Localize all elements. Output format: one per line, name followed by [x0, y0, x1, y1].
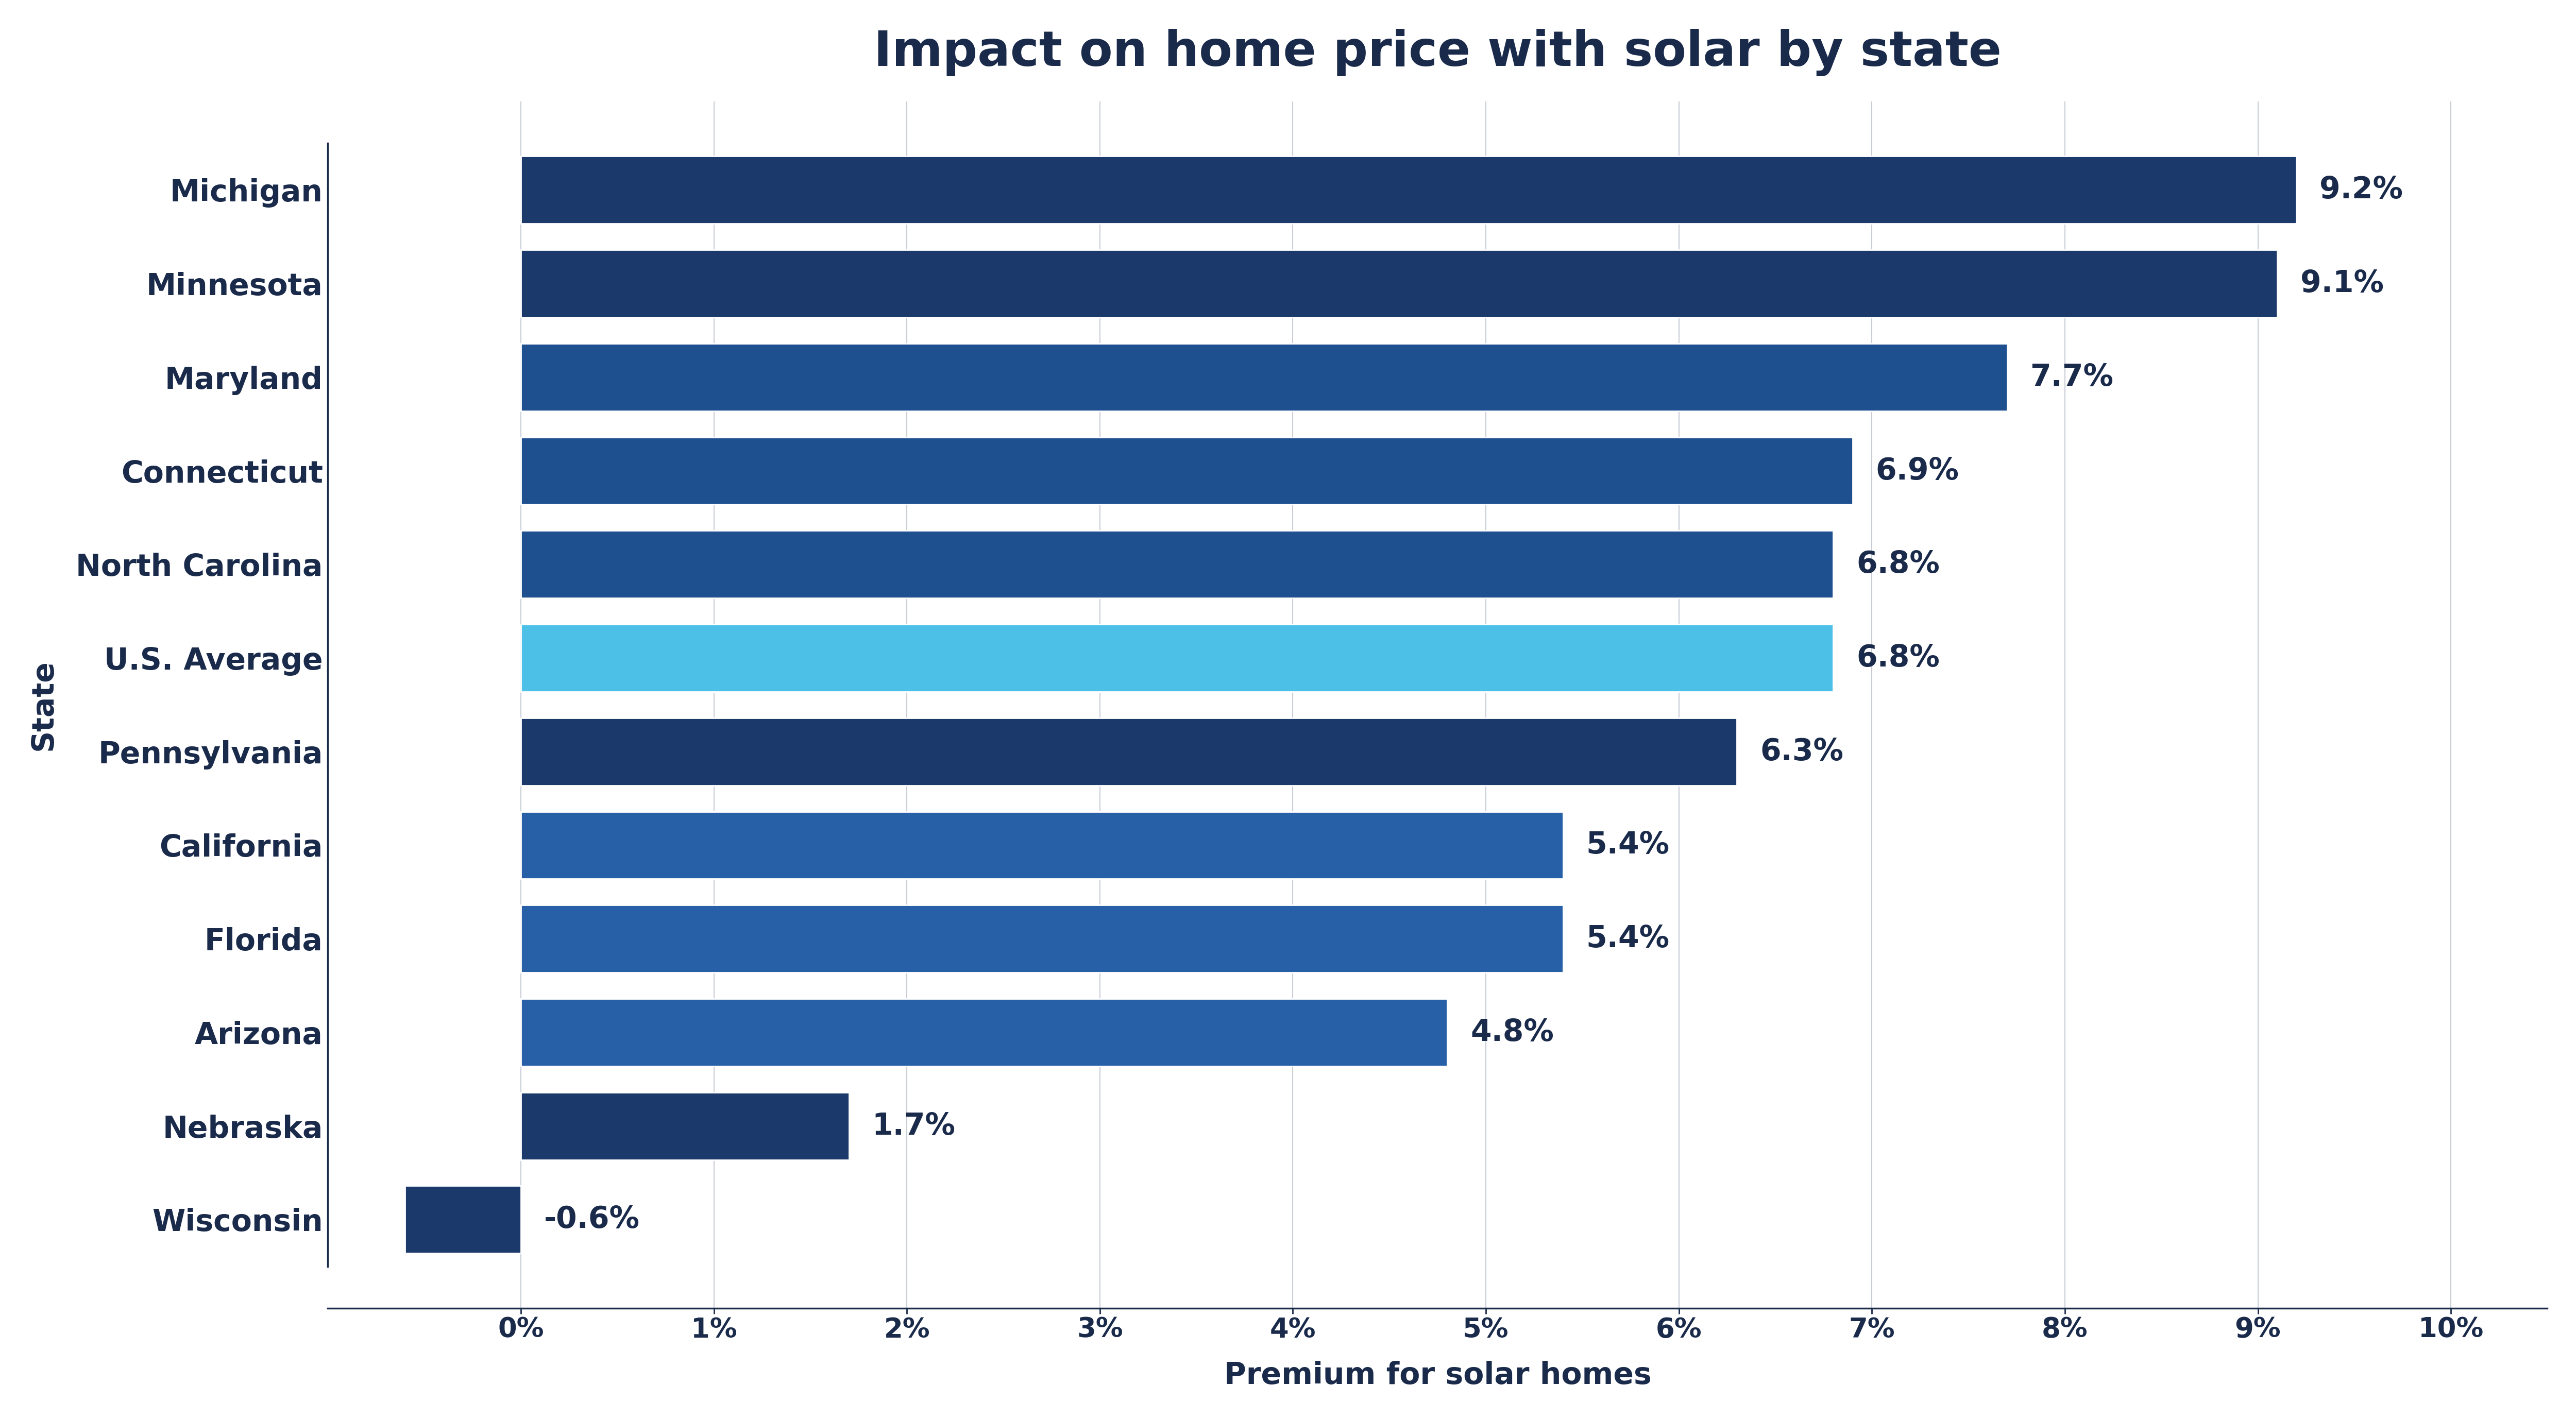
Bar: [520, 156, 2295, 224]
Bar: [404, 1186, 520, 1253]
Text: 7.7%: 7.7%: [2030, 362, 2112, 392]
Text: 1.7%: 1.7%: [873, 1111, 956, 1141]
Bar: [520, 812, 1564, 878]
Bar: [520, 905, 1564, 972]
Bar: [520, 531, 1834, 597]
Text: -0.6%: -0.6%: [544, 1205, 639, 1235]
Bar: [520, 624, 1834, 691]
Bar: [520, 718, 1736, 785]
Bar: [520, 1093, 850, 1159]
Bar: [520, 250, 2277, 318]
Bar: [520, 437, 1852, 505]
Text: 9.1%: 9.1%: [2300, 270, 2383, 298]
Text: 4.8%: 4.8%: [1471, 1017, 1553, 1047]
X-axis label: Premium for solar homes: Premium for solar homes: [1224, 1361, 1651, 1391]
Text: 5.4%: 5.4%: [1587, 830, 1669, 860]
Text: 5.4%: 5.4%: [1587, 924, 1669, 954]
Text: 9.2%: 9.2%: [2318, 176, 2403, 204]
Text: 6.9%: 6.9%: [1875, 455, 1960, 485]
Bar: [520, 343, 2007, 412]
Text: 6.3%: 6.3%: [1759, 736, 1844, 766]
Title: Impact on home price with solar by state: Impact on home price with solar by state: [873, 28, 2002, 77]
Y-axis label: State: State: [28, 660, 59, 751]
Text: 6.8%: 6.8%: [1857, 643, 1940, 673]
Bar: [520, 999, 1448, 1066]
Text: 6.8%: 6.8%: [1857, 549, 1940, 579]
